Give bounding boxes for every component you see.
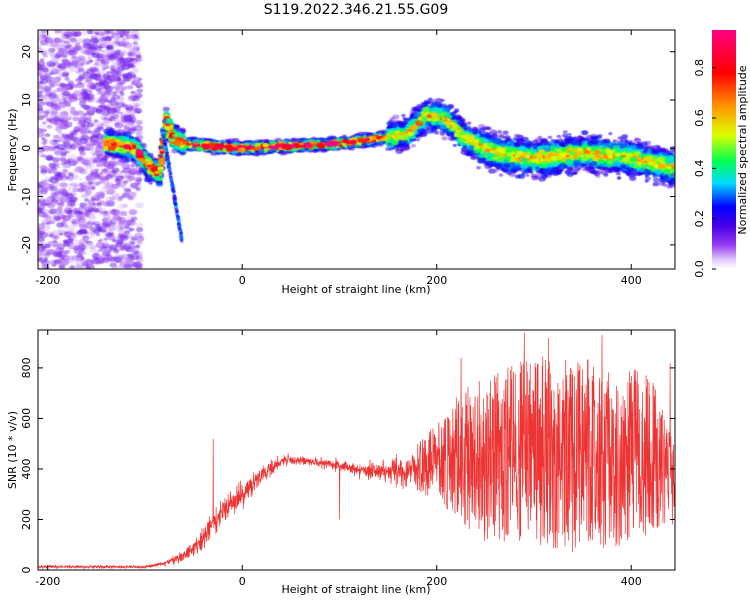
snr-y-tick-label: 200 (20, 509, 33, 530)
snr-y-label: SNR (10 * v/v) (6, 411, 19, 489)
spectrogram-y-label: Frequency (Hz) (6, 109, 19, 192)
snr-y-tick-label: 0 (20, 567, 33, 574)
spectrogram-x-tick-label: 0 (239, 274, 246, 287)
snr-x-tick-label: 200 (426, 575, 447, 588)
snr-y-tick-label: 600 (20, 408, 33, 429)
spectrogram-y-tick-label: 10 (20, 93, 33, 107)
spectrogram-x-tick-label: 400 (621, 274, 642, 287)
colorbar-tick-label: 0.0 (693, 260, 706, 278)
spectrogram-y-tick-label: -10 (20, 188, 33, 206)
colorbar-tick-label: 0.2 (693, 210, 706, 228)
snr-line (38, 332, 675, 570)
snr-frame (37, 329, 676, 571)
spectrogram-x-tick-label: 200 (426, 274, 447, 287)
spectrogram-x-label: Height of straight line (km) (281, 283, 430, 296)
spectrogram-frame (37, 29, 676, 270)
snr-x-tick-label: 400 (621, 575, 642, 588)
colorbar-ticks: 0.0 0.2 0.4 0.6 0.8 (693, 59, 716, 278)
spectrogram-x-tick-label: -200 (35, 274, 60, 287)
spectrogram-y-tick-label: 20 (20, 45, 33, 59)
snr-x-label: Height of straight line (km) (281, 583, 430, 596)
colorbar-gradient (712, 30, 736, 269)
snr-x-tick-label: 0 (239, 575, 246, 588)
colorbar-tick-label: 0.4 (693, 160, 706, 178)
snr-x-tick-label: -200 (35, 575, 60, 588)
spectrogram-y-tick-label: -20 (20, 236, 33, 254)
colorbar-label: Normalized spectral amplitude (736, 65, 749, 234)
spectrogram-heatmap (38, 30, 675, 269)
spectrogram-y-tick-label: 0 (20, 145, 33, 152)
snr-y-tick-label: 400 (20, 458, 33, 479)
figure-title: S119.2022.346.21.55.G09 (264, 2, 449, 18)
colorbar-tick-label: 0.8 (693, 59, 706, 77)
snr-y-tick-label: 800 (20, 357, 33, 378)
spectrogram-panel: -200 0 200 400 -20 -10 0 10 20 Height of straigh… (6, 29, 676, 296)
spectrogram-axes: -200 0 200 400 -20 -10 0 10 20 (20, 30, 675, 287)
colorbar-tick-label: 0.6 (693, 109, 706, 127)
colorbar: 0.0 0.2 0.4 0.6 0.8 Normalized spectral ampl… (693, 30, 749, 278)
